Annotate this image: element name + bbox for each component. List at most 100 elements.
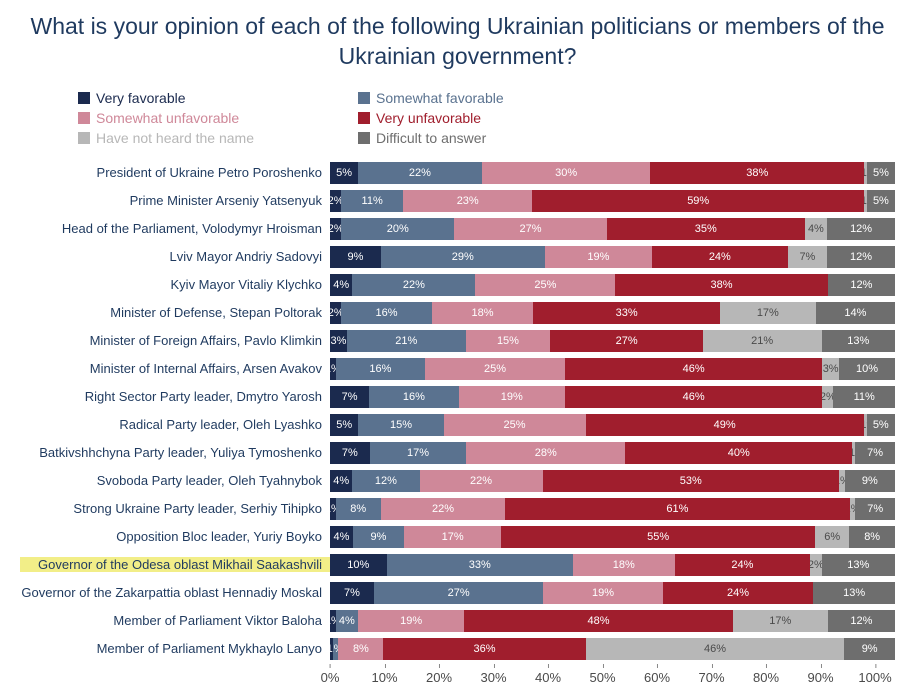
row-label: Batkivshhchyna Party leader, Yuliya Tymo… bbox=[20, 445, 330, 460]
stacked-bar: 2%11%23%59%>1%5% bbox=[330, 190, 895, 212]
bar-segment: 17% bbox=[720, 302, 816, 324]
bar-segment: 18% bbox=[432, 302, 534, 324]
row-label: Lviv Mayor Andriy Sadovyi bbox=[20, 249, 330, 264]
bar-segment: 11% bbox=[833, 386, 895, 408]
axis-tick: 90% bbox=[807, 670, 833, 685]
stacked-bar: 4%12%22%53%1%9% bbox=[330, 470, 895, 492]
bar-segment: 8% bbox=[338, 638, 383, 660]
row-label: Strong Ukraine Party leader, Serhiy Tihi… bbox=[20, 501, 330, 516]
chart-row: Member of Parliament Viktor Baloha1%4%19… bbox=[20, 610, 895, 632]
chart-row: Member of Parliament Mykhaylo Lanyo>1%1%… bbox=[20, 638, 895, 660]
legend-item: Very unfavorable bbox=[358, 110, 638, 126]
bar-segment: 7% bbox=[330, 442, 370, 464]
chart-row: President of Ukraine Petro Poroshenko 5% 2… bbox=[20, 162, 895, 184]
axis-tick: 20% bbox=[426, 670, 452, 685]
axis-tick: 60% bbox=[644, 670, 670, 685]
bar-segment: 12% bbox=[827, 218, 895, 240]
bar-segment: 33% bbox=[387, 554, 573, 576]
legend-label: Very unfavorable bbox=[376, 110, 481, 126]
bar-segment: 24% bbox=[675, 554, 811, 576]
bar-segment: 5% bbox=[867, 162, 895, 184]
bar-segment: 16% bbox=[336, 358, 426, 380]
bar-segment: 46% bbox=[586, 638, 845, 660]
stacked-bar: 1%8%22%61%1%7% bbox=[330, 498, 895, 520]
row-label: Governor of the Odesa oblast Mikhail Saa… bbox=[20, 557, 330, 572]
bar-segment: 10% bbox=[839, 358, 895, 380]
bar-segment: 4% bbox=[336, 610, 358, 632]
stacked-bar: 10%33%18%24%2%13% bbox=[330, 554, 895, 576]
bar-segment: 24% bbox=[663, 582, 814, 604]
bar-segment: 53% bbox=[543, 470, 839, 492]
stacked-bar: 1%4%19%48%17%12% bbox=[330, 610, 895, 632]
bar-segment: 2% bbox=[330, 218, 341, 240]
bar-segment: 2% bbox=[810, 554, 821, 576]
bar-segment: 48% bbox=[464, 610, 733, 632]
bar-segment: 4% bbox=[330, 274, 352, 296]
bar-segment: 9% bbox=[330, 246, 381, 268]
bar-segment: 2% bbox=[330, 302, 341, 324]
bar-segment: 21% bbox=[347, 330, 466, 352]
row-label: Svoboda Party leader, Oleh Tyahnybok bbox=[20, 473, 330, 488]
row-label: President of Ukraine Petro Poroshenko bbox=[20, 165, 330, 180]
bar-segment: 2% bbox=[330, 190, 341, 212]
chart-row: Governor of the Odesa oblast Mikhail Saa… bbox=[20, 554, 895, 576]
bar-segment: 4% bbox=[805, 218, 828, 240]
bar-segment: 19% bbox=[459, 386, 565, 408]
bar-segment: 22% bbox=[352, 274, 475, 296]
bar-segment: 23% bbox=[403, 190, 532, 212]
chart-row: Right Sector Party leader, Dmytro Yarosh… bbox=[20, 386, 895, 408]
bar-segment: 12% bbox=[828, 274, 895, 296]
bar-segment: 38% bbox=[650, 162, 864, 184]
bar-segment: 5% bbox=[867, 190, 895, 212]
axis-tick: 70% bbox=[698, 670, 724, 685]
chart-row: Strong Ukraine Party leader, Serhiy Tihi… bbox=[20, 498, 895, 520]
legend-item: Difficult to answer bbox=[358, 130, 638, 146]
bar-segment: 36% bbox=[383, 638, 585, 660]
stacked-bar: 7%16%19%46%2%11% bbox=[330, 386, 895, 408]
legend-label: Difficult to answer bbox=[376, 130, 486, 146]
stacked-bar-chart: President of Ukraine Petro Poroshenko5%2… bbox=[20, 162, 895, 690]
bar-segment: 17% bbox=[370, 442, 467, 464]
bar-segment: 11% bbox=[341, 190, 403, 212]
legend-label: Very favorable bbox=[96, 90, 186, 106]
row-label: Opposition Bloc leader, Yuriy Boyko bbox=[20, 529, 330, 544]
legend-swatch bbox=[78, 92, 90, 104]
bar-segment: 21% bbox=[703, 330, 822, 352]
chart-row: Minister of Internal Affairs, Arsen Avak… bbox=[20, 358, 895, 380]
axis-tick: 40% bbox=[535, 670, 561, 685]
bar-segment: 12% bbox=[827, 246, 895, 268]
bar-segment: 3% bbox=[330, 330, 347, 352]
bar-segment: 8% bbox=[849, 526, 895, 548]
axis-tick: 80% bbox=[753, 670, 779, 685]
bar-segment: 27% bbox=[374, 582, 544, 604]
bar-segment: 46% bbox=[565, 386, 822, 408]
legend-swatch bbox=[358, 112, 370, 124]
stacked-bar: 2%20%27%35%4%12% bbox=[330, 218, 895, 240]
bar-segment: 22% bbox=[358, 162, 482, 184]
bar-segment: 20% bbox=[341, 218, 454, 240]
bar-segment: 19% bbox=[545, 246, 652, 268]
axis-tick: 100% bbox=[858, 670, 891, 685]
bar-segment: 9% bbox=[844, 638, 895, 660]
bar-segment: 13% bbox=[822, 330, 895, 352]
legend-label: Somewhat unfavorable bbox=[96, 110, 239, 126]
bar-segment: 4% bbox=[330, 470, 352, 492]
stacked-bar: 3%21%15%27%21%13% bbox=[330, 330, 895, 352]
bar-segment: 24% bbox=[652, 246, 788, 268]
bar-segment: 25% bbox=[425, 358, 565, 380]
stacked-bar: 7%17%28%40%<1%7% bbox=[330, 442, 895, 464]
bar-segment: 4% bbox=[330, 526, 353, 548]
bar-segment: 22% bbox=[381, 498, 505, 520]
row-label: Governor of the Zakarpattia oblast Henna… bbox=[20, 585, 330, 600]
axis-tick: 50% bbox=[589, 670, 615, 685]
bar-segment: 5% bbox=[867, 414, 895, 436]
row-label: Minister of Internal Affairs, Arsen Avak… bbox=[20, 361, 330, 376]
stacked-bar: 2%16%18%33%17%14% bbox=[330, 302, 895, 324]
bar-segment: 16% bbox=[369, 386, 459, 408]
bar-segment: 61% bbox=[505, 498, 850, 520]
row-label: Radical Party leader, Oleh Lyashko bbox=[20, 417, 330, 432]
axis-tick: 10% bbox=[371, 670, 397, 685]
bar-segment: 25% bbox=[475, 274, 615, 296]
row-label: Minister of Foreign Affairs, Pavlo Klimk… bbox=[20, 333, 330, 348]
bar-segment: 15% bbox=[358, 414, 443, 436]
